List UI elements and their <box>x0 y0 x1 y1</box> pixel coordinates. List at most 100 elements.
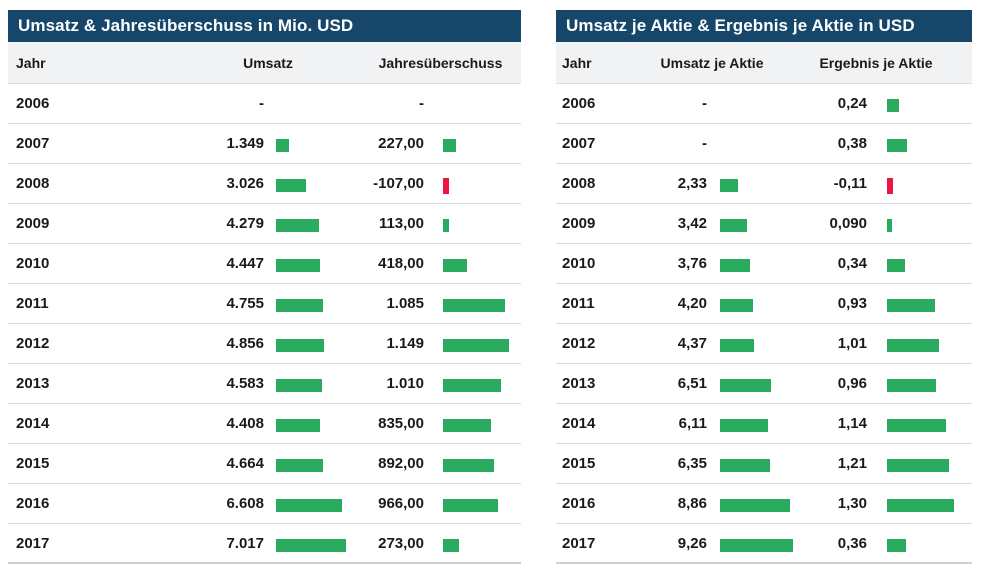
value-bar <box>887 299 935 312</box>
value-bar <box>720 419 768 432</box>
bar-cell <box>707 495 795 512</box>
year-cell: 2016 <box>16 495 50 512</box>
year-cell: 2011 <box>562 295 595 312</box>
table-row: 2011 4,20 0,93 <box>556 284 972 324</box>
value-bar <box>443 139 456 152</box>
year-cell: 2015 <box>16 455 50 472</box>
year-cell: 2013 <box>16 375 50 392</box>
value-bar <box>887 177 893 194</box>
table-umsatz-jahresueberschuss: Umsatz & Jahresüberschuss in Mio. USD Ja… <box>8 10 521 564</box>
table-row: 2016 8,86 1,30 <box>556 484 972 524</box>
value-cell: - <box>702 135 707 152</box>
value-cell: 4.408 <box>226 415 264 432</box>
bar-cell <box>424 174 521 194</box>
column-header-jahresueberschuss: Jahresüberschuss <box>378 54 503 71</box>
value-cell: 1,14 <box>837 415 867 432</box>
year-cell: 2008 <box>562 175 596 192</box>
bar-cell <box>424 535 521 552</box>
value-bar <box>887 459 949 472</box>
year-cell: 2009 <box>16 215 50 232</box>
value-bar <box>276 139 289 152</box>
table-row: 2013 4.583 1.010 <box>8 364 521 404</box>
value-cell: 273,00 <box>378 534 424 552</box>
value-bar <box>443 419 491 432</box>
bar-cell <box>867 335 972 352</box>
bar-cell <box>867 95 972 112</box>
value-bar <box>443 219 449 232</box>
column-header-ergebnis-je-aktie: Ergebnis je Aktie <box>819 54 933 71</box>
year-cell: 2009 <box>562 215 596 232</box>
bar-cell <box>867 375 972 392</box>
table-row: 2015 4.664 892,00 <box>8 444 521 484</box>
bar-cell <box>867 495 972 512</box>
table-title: Umsatz & Jahresüberschuss in Mio. USD <box>8 10 521 42</box>
column-header-row: Jahr Umsatz je Aktie Ergebnis je Aktie <box>556 42 972 84</box>
value-cell: 4.856 <box>226 335 264 352</box>
value-cell: 6,11 <box>678 415 707 432</box>
value-cell: 1.149 <box>386 335 424 352</box>
value-cell: 892,00 <box>378 455 424 472</box>
year-cell: 2006 <box>16 95 50 112</box>
year-cell: 2017 <box>16 534 50 552</box>
value-bar <box>720 299 753 312</box>
value-cell: 0,93 <box>837 295 867 312</box>
value-bar <box>276 459 323 472</box>
value-cell: 0,96 <box>837 375 867 392</box>
bar-cell <box>707 215 795 232</box>
table-row: 2014 6,11 1,14 <box>556 404 972 444</box>
bar-cell <box>264 415 354 432</box>
value-cell: 0,24 <box>837 95 867 112</box>
value-cell: 1,30 <box>837 495 867 512</box>
value-bar <box>276 259 320 272</box>
bar-cell <box>264 375 354 392</box>
value-bar <box>443 459 494 472</box>
value-cell: -0,11 <box>833 175 867 192</box>
value-cell: 4,37 <box>677 335 707 352</box>
bar-cell <box>707 455 795 472</box>
value-bar <box>443 538 459 552</box>
value-cell: 1.085 <box>386 295 424 312</box>
table-row: 2014 4.408 835,00 <box>8 404 521 444</box>
value-cell: - <box>259 95 264 112</box>
table-row: 2006 - 0,24 <box>556 84 972 124</box>
bar-cell <box>424 215 521 232</box>
table-row: 2016 6.608 966,00 <box>8 484 521 524</box>
year-cell: 2013 <box>562 375 596 392</box>
value-cell: 4.755 <box>226 295 264 312</box>
value-bar <box>720 179 738 192</box>
bar-cell <box>424 455 521 472</box>
year-cell: 2006 <box>562 95 596 112</box>
value-cell: 4.664 <box>226 455 264 472</box>
value-bar <box>443 177 449 194</box>
bar-cell <box>264 495 354 512</box>
value-bar <box>887 259 905 272</box>
bar-cell <box>264 455 354 472</box>
value-cell: 3,76 <box>677 255 707 272</box>
year-cell: 2014 <box>16 415 50 432</box>
bar-cell <box>867 295 972 312</box>
table-row: 2006 - - <box>8 84 521 124</box>
value-bar <box>276 299 323 312</box>
bar-cell <box>424 335 521 352</box>
bar-cell <box>867 455 972 472</box>
table-row: 2010 4.447 418,00 <box>8 244 521 284</box>
table-row: 2011 4.755 1.085 <box>8 284 521 324</box>
column-header-umsatz-je-aktie: Umsatz je Aktie <box>660 54 764 71</box>
value-bar <box>276 419 320 432</box>
bar-cell <box>424 135 521 152</box>
value-bar <box>276 538 346 552</box>
year-cell: 2016 <box>562 495 596 512</box>
value-cell: - <box>702 95 707 112</box>
bar-cell <box>707 375 795 392</box>
bar-cell <box>707 175 795 192</box>
bar-cell <box>707 335 795 352</box>
table-row: 2012 4,37 1,01 <box>556 324 972 364</box>
table-row: 2007 1.349 227,00 <box>8 124 521 164</box>
bar-cell <box>867 255 972 272</box>
value-bar <box>720 459 770 472</box>
table-row: 2009 3,42 0,090 <box>556 204 972 244</box>
value-cell: 835,00 <box>378 415 424 432</box>
table-umsatz-je-aktie: Umsatz je Aktie & Ergebnis je Aktie in U… <box>556 10 972 564</box>
value-bar <box>720 499 790 512</box>
value-cell: 3,42 <box>677 215 707 232</box>
